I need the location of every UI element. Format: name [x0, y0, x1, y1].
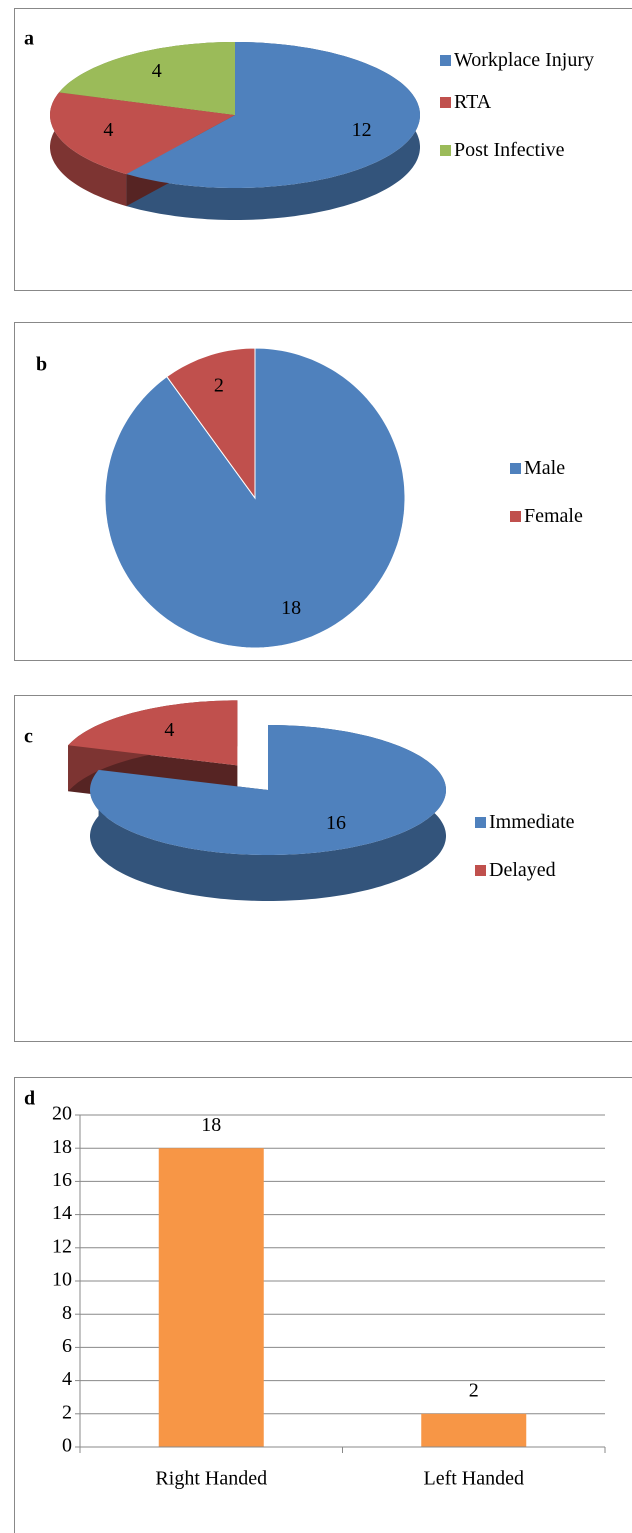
y-tick-label: 10 [52, 1269, 72, 1291]
pie [50, 42, 421, 220]
legend-swatch [475, 817, 486, 828]
pie [68, 700, 446, 901]
legend-item: Post Infective [440, 138, 615, 162]
slice [126, 42, 421, 188]
x-tick-label: Left Handed [423, 1468, 524, 1490]
y-tick-label: 16 [52, 1169, 72, 1191]
legend-label: Male [524, 457, 566, 479]
y-tick-label: 6 [62, 1335, 72, 1357]
legend-label: RTA [454, 91, 492, 113]
legend-label: Workplace Injury [454, 49, 594, 71]
legend-label: Delayed [489, 859, 556, 881]
legend-item: Workplace Injury [440, 48, 615, 72]
data-label: 4 [164, 719, 174, 741]
y-tick-label: 4 [62, 1368, 72, 1390]
slice-side [50, 92, 127, 207]
data-label: 12 [352, 119, 372, 141]
legend-swatch [440, 145, 451, 156]
y-tick-label: 18 [52, 1136, 72, 1158]
legend-swatch [510, 463, 521, 474]
legend-label: Post Infective [454, 139, 565, 161]
bar [158, 1148, 264, 1447]
legend-item: Male [510, 456, 620, 480]
panel-border [14, 695, 632, 1042]
slice [68, 700, 238, 766]
legend-label: Immediate [489, 811, 575, 833]
pie [104, 347, 406, 649]
panel-border [14, 1077, 632, 1533]
legend-item: Delayed [475, 858, 615, 882]
legend: Workplace Injury RTA Post Infective [440, 48, 615, 186]
chart-title: c [24, 726, 33, 748]
data-label: 2 [214, 374, 224, 396]
legend: Male Female [510, 456, 620, 552]
legend-swatch [510, 511, 521, 522]
y-tick-label: 8 [62, 1302, 72, 1324]
data-label: 18 [281, 597, 301, 619]
data-label: 18 [201, 1114, 221, 1136]
data-label: 4 [103, 119, 113, 141]
legend-item: RTA [440, 90, 615, 114]
legend-label: Female [524, 505, 583, 527]
legend-item: Immediate [475, 810, 615, 834]
slice [166, 347, 256, 500]
y-tick-label: 12 [52, 1235, 72, 1257]
chart-title: b [36, 354, 47, 376]
x-tick-label: Right Handed [155, 1468, 267, 1490]
y-tick-label: 0 [62, 1435, 72, 1457]
panel-border [14, 8, 632, 291]
legend-item: Female [510, 504, 620, 528]
chart-title: a [24, 28, 34, 50]
slice [90, 725, 446, 855]
slice [50, 92, 235, 175]
data-label: 16 [326, 812, 346, 834]
legend-swatch [440, 97, 451, 108]
y-tick-label: 20 [52, 1103, 72, 1125]
y-tick-label: 14 [52, 1202, 72, 1224]
data-label: 2 [469, 1379, 479, 1401]
chart-title: d [24, 1088, 35, 1110]
data-label: 4 [152, 60, 162, 82]
legend: Immediate Delayed [475, 810, 615, 906]
legend-swatch [475, 865, 486, 876]
panel-border [14, 322, 632, 661]
bar [421, 1413, 527, 1447]
legend-swatch [440, 55, 451, 66]
slice [59, 42, 235, 115]
y-tick-label: 2 [62, 1401, 72, 1423]
